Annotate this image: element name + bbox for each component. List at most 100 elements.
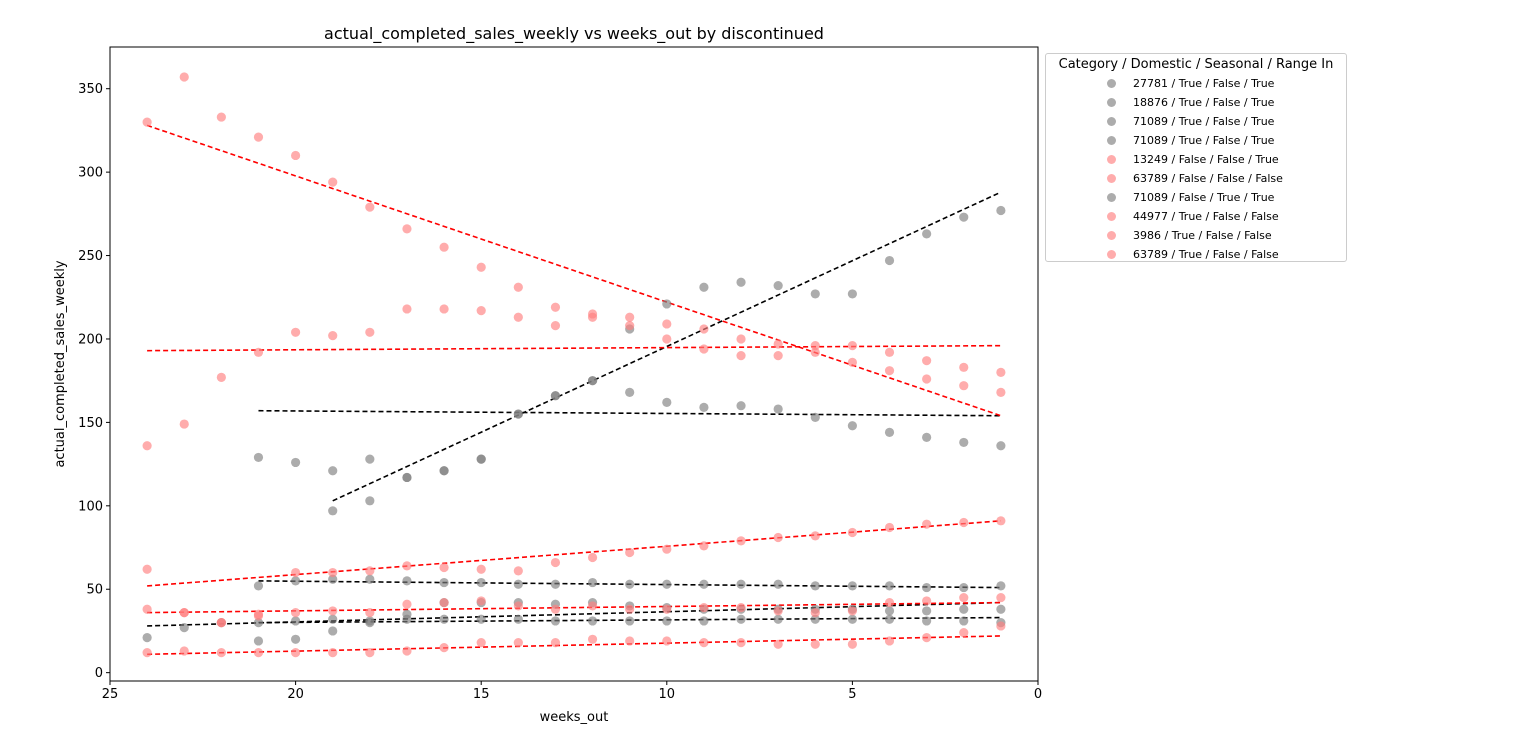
trend-line: [146, 124, 1002, 417]
data-point: [439, 242, 449, 252]
data-point: [810, 347, 820, 357]
data-point: [959, 362, 969, 372]
data-point: [142, 648, 152, 658]
data-point: [810, 581, 820, 591]
data-point: [922, 229, 932, 239]
data-point: [142, 117, 152, 127]
data-point: [625, 636, 635, 646]
data-point: [550, 604, 561, 614]
legend-title: Category / Domestic / Seasonal / Range I…: [1058, 57, 1334, 72]
data-point: [699, 602, 709, 613]
data-point: [328, 506, 338, 516]
data-point: [216, 112, 226, 122]
data-point: [402, 304, 412, 314]
data-point: [291, 576, 301, 586]
legend-marker: [1107, 117, 1116, 126]
data-point: [847, 614, 858, 624]
data-point: [365, 574, 375, 584]
legend-label: 71089 / True / False / True: [1133, 115, 1275, 128]
data-point: [291, 567, 301, 578]
y-tick-label: 350: [78, 82, 103, 97]
legend-marker: [1107, 250, 1116, 259]
data-point: [959, 212, 969, 222]
data-point: [662, 397, 672, 407]
data-point: [699, 402, 709, 412]
trend-lines: [146, 124, 1002, 656]
data-point: [625, 321, 635, 331]
data-point: [884, 522, 895, 533]
data-point: [587, 601, 598, 611]
legend-marker: [1107, 174, 1116, 183]
data-point: [402, 599, 412, 609]
data-point: [328, 567, 338, 578]
legend-item: 71089 / True / False / True: [1046, 112, 1346, 131]
data-point: [959, 517, 969, 528]
data-point: [328, 466, 338, 476]
data-point: [773, 404, 783, 414]
data-point: [513, 312, 523, 322]
legend-label: 44977 / True / False / False: [1133, 210, 1279, 223]
data-point: [291, 616, 301, 626]
data-point: [736, 401, 746, 411]
data-point: [625, 387, 635, 397]
legend-item: 27781 / True / False / True: [1046, 74, 1346, 93]
data-point: [365, 618, 375, 628]
data-point: [476, 454, 486, 464]
data-point: [847, 581, 858, 591]
data-point: [996, 604, 1006, 614]
legend-marker: [1107, 193, 1116, 202]
data-point: [996, 581, 1006, 591]
data-point: [662, 579, 672, 589]
data-point: [513, 638, 523, 648]
y-tick-label: 150: [78, 416, 103, 431]
data-point: [922, 519, 932, 529]
data-point: [996, 441, 1006, 451]
legend-item: 44977 / True / False / False: [1046, 207, 1346, 226]
data-point: [699, 616, 709, 626]
trend-line: [147, 344, 1001, 352]
data-point: [291, 607, 301, 618]
x-tick-label: 20: [287, 687, 304, 702]
data-point: [699, 324, 709, 334]
data-point: [810, 531, 820, 541]
data-point: [253, 618, 264, 628]
y-tick-label: 50: [86, 583, 103, 598]
data-point: [439, 597, 449, 608]
legend-item: 71089 / True / False / True: [1046, 131, 1346, 150]
data-point: [810, 639, 820, 649]
y-axis: 0 50 100 150 200 250 300 350: [78, 82, 110, 681]
data-point: [513, 601, 523, 611]
data-point: [773, 639, 783, 649]
data-point: [922, 606, 932, 616]
data-point: [847, 341, 858, 351]
data-point: [476, 306, 486, 316]
data-point: [291, 648, 301, 658]
data-point: [699, 579, 709, 589]
legend-marker: [1107, 212, 1116, 221]
data-points: [142, 72, 1006, 658]
data-point: [922, 432, 932, 443]
data-point: [810, 607, 820, 618]
data-point: [736, 602, 746, 613]
chart-title: actual_completed_sales_weekly vs weeks_o…: [324, 24, 824, 44]
data-point: [439, 577, 449, 588]
data-point: [662, 319, 672, 329]
data-point: [884, 347, 895, 357]
legend-label: 27781 / True / False / True: [1133, 77, 1275, 90]
legend-marker: [1107, 155, 1116, 164]
data-point: [439, 614, 449, 624]
data-point: [922, 582, 932, 593]
data-point: [328, 614, 338, 624]
data-point: [253, 648, 264, 658]
data-point: [179, 72, 189, 82]
data-point: [291, 457, 301, 468]
data-point: [328, 648, 338, 658]
data-point: [513, 409, 523, 419]
data-point: [884, 427, 895, 438]
data-point: [662, 544, 672, 554]
data-point: [736, 351, 746, 361]
data-point: [699, 344, 709, 354]
data-point: [959, 437, 969, 448]
data-point: [476, 596, 486, 606]
data-point: [142, 441, 152, 451]
